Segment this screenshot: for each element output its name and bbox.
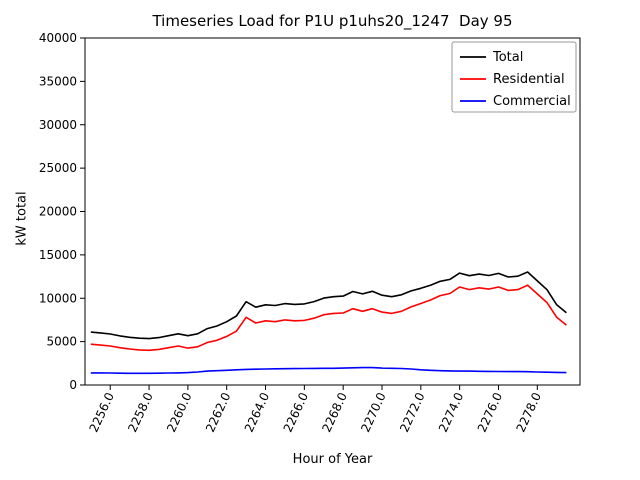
x-tick-label: 2260.0 [164,390,194,434]
y-tick-label: 5000 [46,335,77,349]
x-tick-label: 2272.0 [397,390,427,434]
x-tick-label: 2258.0 [125,390,155,434]
x-tick-label: 2274.0 [436,390,466,434]
series-line-residential [90,284,567,352]
y-tick-label: 10000 [39,291,77,305]
series-line-commercial [90,366,567,375]
x-tick-label: 2270.0 [358,390,388,434]
legend-box [451,41,577,113]
legend-label-residential: Residential [493,72,565,87]
x-tick-label: 2266.0 [281,390,311,434]
x-tick-label: 2276.0 [475,390,505,434]
y-tick-label: 15000 [39,248,77,262]
y-tick-label: 0 [69,378,77,392]
y-tick-label: 30000 [39,118,77,132]
legend-label-commercial: Commercial [493,94,571,109]
series-line-total [90,271,567,340]
x-tick-label: 2264.0 [242,390,272,434]
y-tick-label: 35000 [39,74,77,88]
y-axis-label: kW total [14,191,30,246]
y-tick-label: 25000 [39,161,77,175]
x-tick-label: 2268.0 [319,390,349,434]
legend-label-total: Total [492,50,523,65]
x-axis-label: Hour of Year [292,452,373,467]
y-tick-label: 40000 [39,31,77,45]
x-tick-label: 2278.0 [514,390,544,434]
y-tick-label: 20000 [39,205,77,219]
x-tick-label: 2256.0 [87,390,117,434]
x-tick-label: 2262.0 [203,390,233,434]
chart-title: Timeseries Load for P1U p1uhs20_1247 Day… [152,12,513,30]
